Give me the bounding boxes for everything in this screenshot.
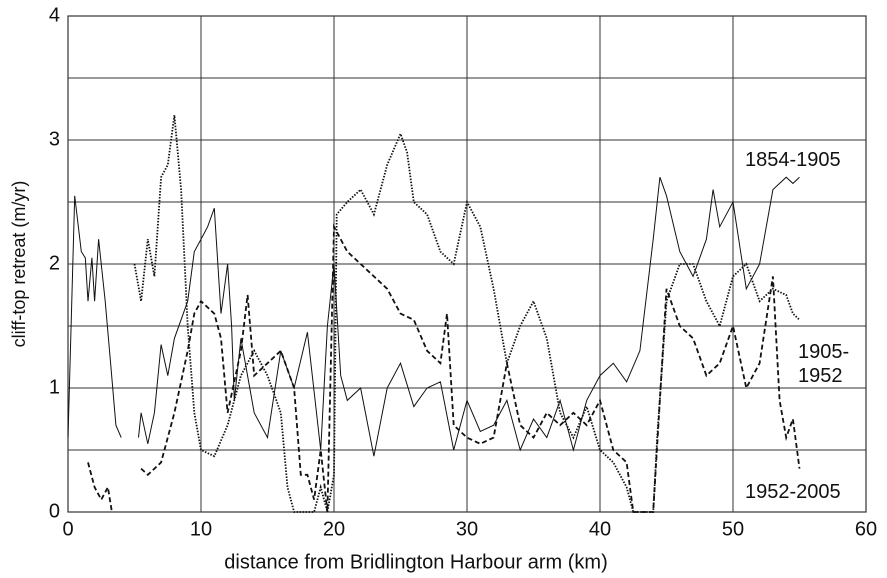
series-line [133, 115, 801, 513]
x-tick-label: 60 [855, 518, 877, 540]
series-label: 1854-1905 [745, 149, 841, 171]
x-axis-label: distance from Bridlington Harbour arm (k… [224, 551, 607, 573]
x-tick-label: 40 [589, 518, 611, 540]
plot-frame [67, 15, 867, 513]
x-tick-label: 50 [722, 518, 744, 540]
y-tick-label: 0 [49, 500, 60, 522]
x-tick-label: 0 [62, 518, 73, 540]
series-line [67, 176, 800, 457]
series-line [87, 223, 801, 513]
x-tick-label: 10 [190, 518, 212, 540]
y-axis-label: cliff-top retreat (m/yr) [9, 181, 29, 348]
y-tick-label: 2 [49, 252, 60, 274]
x-tick-label: 20 [323, 518, 345, 540]
series-label: 1905-1952 [798, 341, 850, 387]
y-tick-label: 1 [49, 376, 60, 398]
x-tick-label: 30 [456, 518, 478, 540]
y-tick-label: 3 [49, 128, 60, 150]
series-label: 1952-2005 [745, 481, 841, 503]
y-tick-label: 4 [49, 4, 60, 26]
